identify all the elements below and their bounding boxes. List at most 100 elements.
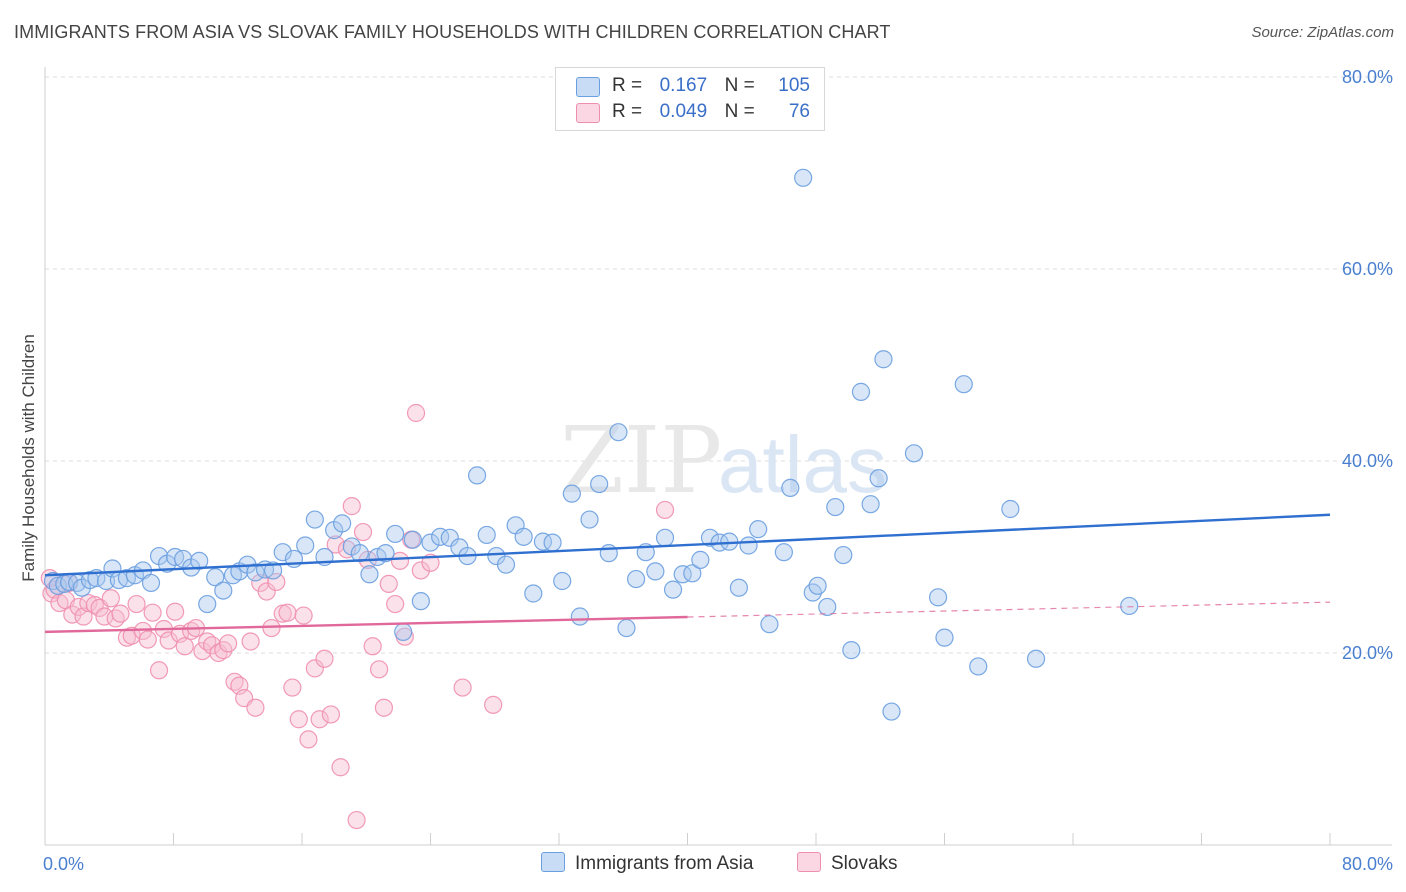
data-point xyxy=(440,528,459,547)
legend-n-label: N = xyxy=(724,101,755,122)
data-point xyxy=(127,594,146,614)
data-point xyxy=(214,581,233,600)
watermark-zip: ZIP xyxy=(560,407,722,514)
data-point xyxy=(411,592,430,611)
data-point xyxy=(935,628,954,647)
data-point xyxy=(296,536,315,555)
data-point xyxy=(74,607,93,626)
data-point xyxy=(851,382,871,401)
data-point xyxy=(749,520,768,539)
data-point xyxy=(283,678,302,697)
trend-lines xyxy=(44,513,1331,634)
trend-line-slovaks xyxy=(44,615,688,634)
grid-lines xyxy=(45,76,1392,654)
data-point xyxy=(262,618,281,638)
bottom-legend-swatch-pink xyxy=(797,852,821,872)
data-point xyxy=(159,631,178,650)
data-point xyxy=(386,594,405,614)
bottom-legend-label: Immigrants from Asia xyxy=(575,853,754,874)
trend-line-immigrants-from-asia xyxy=(44,513,1331,577)
data-point xyxy=(289,710,308,729)
data-point xyxy=(882,702,901,721)
data-point xyxy=(599,544,618,563)
data-point xyxy=(543,533,562,552)
data-point xyxy=(514,527,533,546)
data-point xyxy=(48,576,67,595)
data-point xyxy=(570,607,589,626)
legend-r-value: 0.049 xyxy=(659,101,708,122)
data-point xyxy=(869,469,888,488)
data-point xyxy=(739,536,758,555)
data-point xyxy=(273,543,292,562)
data-point xyxy=(219,634,238,653)
data-point xyxy=(1001,499,1020,519)
data-point xyxy=(467,466,487,485)
data-point xyxy=(1026,649,1046,668)
tick-labels: 20.0% 40.0% 60.0% 80.0% 0.0% 80.0% xyxy=(43,67,1393,874)
data-point xyxy=(326,535,345,554)
data-point xyxy=(138,630,157,649)
data-point xyxy=(969,657,988,676)
data-point xyxy=(143,603,162,622)
data-point xyxy=(590,474,609,494)
watermark-atlas: atlas xyxy=(718,420,887,509)
data-point xyxy=(166,602,185,621)
data-point xyxy=(149,661,169,680)
data-point xyxy=(691,550,710,569)
data-point xyxy=(842,641,861,660)
data-point xyxy=(496,555,516,574)
data-point xyxy=(182,621,201,641)
data-point xyxy=(683,564,702,583)
data-point xyxy=(794,168,813,187)
data-point xyxy=(333,514,352,533)
data-point xyxy=(209,643,228,663)
data-point xyxy=(69,597,88,617)
data-point xyxy=(580,510,599,529)
data-point xyxy=(609,423,628,442)
data-point xyxy=(321,705,341,724)
legend-swatch-pink xyxy=(576,103,600,123)
data-point xyxy=(353,522,373,542)
data-point xyxy=(294,606,313,625)
data-point xyxy=(360,565,379,584)
data-point xyxy=(729,578,749,597)
legend-n-value: 76 xyxy=(788,101,810,122)
series-immigrants-from-asia xyxy=(43,168,1139,721)
legend-n-value: 105 xyxy=(778,75,810,96)
y-tick-label: 40.0% xyxy=(1342,451,1393,471)
data-point xyxy=(299,730,318,749)
data-point xyxy=(305,659,324,678)
data-point xyxy=(175,637,194,656)
series-slovaks xyxy=(40,403,675,830)
bottom-legend-immigrants-from-asia: Immigrants from Asia xyxy=(541,852,753,875)
legend-r-value: 0.167 xyxy=(659,75,708,96)
data-point xyxy=(655,500,675,520)
data-point xyxy=(673,565,692,584)
data-point xyxy=(342,497,361,516)
data-point xyxy=(257,582,276,601)
data-point xyxy=(370,660,389,679)
bottom-legend-label: Slovaks xyxy=(831,853,898,874)
data-point xyxy=(390,551,410,570)
chart-title: IMMIGRANTS FROM ASIA VS SLOVAK FAMILY HO… xyxy=(14,22,891,42)
data-point xyxy=(774,543,793,562)
data-point xyxy=(101,589,120,608)
data-point xyxy=(861,495,880,514)
y-tick-label: 20.0% xyxy=(1342,643,1393,663)
x-tick-label: 0.0% xyxy=(43,854,84,874)
data-point xyxy=(431,527,450,546)
data-point xyxy=(663,580,683,599)
data-point xyxy=(246,698,265,717)
data-point xyxy=(453,678,472,697)
data-point xyxy=(141,573,161,593)
data-point xyxy=(315,649,334,668)
data-point xyxy=(826,497,845,517)
data-point xyxy=(477,525,496,545)
data-point xyxy=(374,698,394,717)
data-point xyxy=(206,568,225,587)
data-point xyxy=(411,561,430,580)
data-point xyxy=(406,403,426,423)
data-point xyxy=(80,570,100,590)
data-point xyxy=(760,615,779,634)
